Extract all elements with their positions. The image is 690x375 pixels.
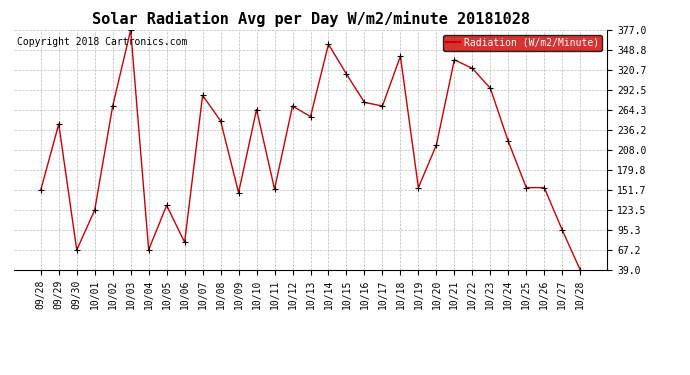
Title: Solar Radiation Avg per Day W/m2/minute 20181028: Solar Radiation Avg per Day W/m2/minute … bbox=[92, 12, 529, 27]
Legend: Radiation (W/m2/Minute): Radiation (W/m2/Minute) bbox=[443, 35, 602, 51]
Text: Copyright 2018 Cartronics.com: Copyright 2018 Cartronics.com bbox=[17, 37, 187, 47]
